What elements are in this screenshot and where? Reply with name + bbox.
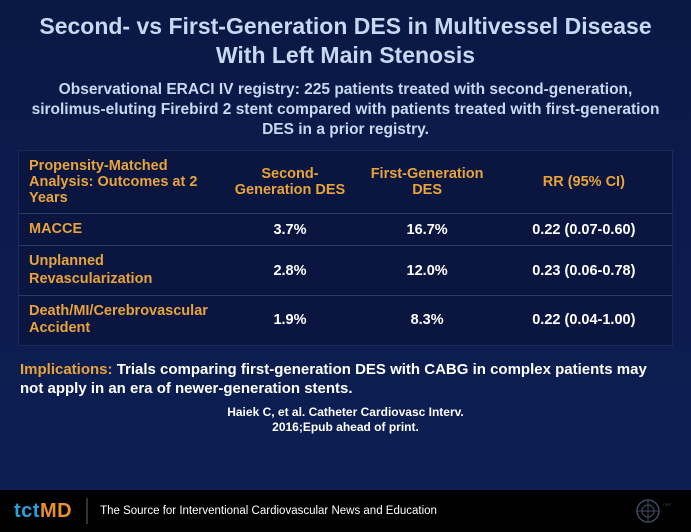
slide-subtitle: Observational ERACI IV registry: 225 pat… <box>18 80 673 140</box>
slide-title: Second- vs First-Generation DES in Multi… <box>18 12 673 70</box>
col-header-first-gen: First-Generation DES <box>359 151 496 214</box>
cell-value: 12.0% <box>359 246 496 296</box>
citation-line: 2016;Epub ahead of print. <box>18 420 673 436</box>
col-header-analysis: Propensity-Matched Analysis: Outcomes at… <box>19 151 221 214</box>
citation-line: Haiek C, et al. Catheter Cardiovasc Inte… <box>18 405 673 421</box>
cell-value: 16.7% <box>359 213 496 245</box>
cell-rr: 0.22 (0.07-0.60) <box>496 213 672 245</box>
tctmd-logo: tctMD <box>14 500 72 523</box>
table-row: Unplanned Revascularization 2.8% 12.0% 0… <box>19 246 672 296</box>
divider <box>86 498 88 524</box>
table-row: Death/MI/Cerebrovascular Accident 1.9% 8… <box>19 296 672 345</box>
citation: Haiek C, et al. Catheter Cardiovasc Inte… <box>18 405 673 436</box>
svg-text:CRF: CRF <box>663 502 672 507</box>
implications-label: Implications: <box>20 361 117 378</box>
logo-md: MD <box>40 500 72 522</box>
footer-bar: tctMD The Source for Interventional Card… <box>0 490 691 532</box>
implications-text: Implications: Trials comparing first-gen… <box>18 360 673 399</box>
cell-value: 8.3% <box>359 296 496 345</box>
cell-value: 1.9% <box>221 296 358 345</box>
cell-value: 3.7% <box>221 213 358 245</box>
table-header-row: Propensity-Matched Analysis: Outcomes at… <box>19 151 672 214</box>
crf-logo-icon: CRF <box>633 496 677 526</box>
col-header-second-gen: Second-Generation DES <box>221 151 358 214</box>
col-header-rr: RR (95% CI) <box>496 151 672 214</box>
cell-rr: 0.23 (0.06-0.78) <box>496 246 672 296</box>
row-label: Death/MI/Cerebrovascular Accident <box>19 296 221 345</box>
row-label: Unplanned Revascularization <box>19 246 221 296</box>
table-row: MACCE 3.7% 16.7% 0.22 (0.07-0.60) <box>19 213 672 245</box>
cell-value: 2.8% <box>221 246 358 296</box>
cell-rr: 0.22 (0.04-1.00) <box>496 296 672 345</box>
row-label: MACCE <box>19 213 221 245</box>
outcomes-table: Propensity-Matched Analysis: Outcomes at… <box>18 150 673 346</box>
logo-tct: tct <box>14 500 40 522</box>
footer-tagline: The Source for Interventional Cardiovasc… <box>100 505 633 517</box>
